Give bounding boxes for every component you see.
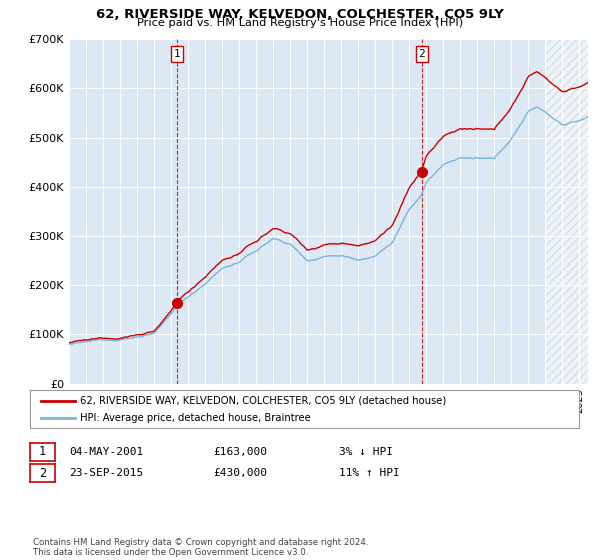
Text: 23-SEP-2015: 23-SEP-2015 [69, 468, 143, 478]
Text: 1: 1 [39, 445, 46, 459]
Text: Price paid vs. HM Land Registry's House Price Index (HPI): Price paid vs. HM Land Registry's House … [137, 18, 463, 28]
Text: 3% ↓ HPI: 3% ↓ HPI [339, 447, 393, 457]
Text: HPI: Average price, detached house, Braintree: HPI: Average price, detached house, Brai… [80, 413, 311, 423]
Text: 62, RIVERSIDE WAY, KELVEDON, COLCHESTER, CO5 9LY (detached house): 62, RIVERSIDE WAY, KELVEDON, COLCHESTER,… [80, 396, 446, 406]
Text: £430,000: £430,000 [213, 468, 267, 478]
Text: £163,000: £163,000 [213, 447, 267, 457]
Text: 2: 2 [39, 466, 46, 480]
Text: 1: 1 [173, 49, 180, 59]
Text: 11% ↑ HPI: 11% ↑ HPI [339, 468, 400, 478]
Text: Contains HM Land Registry data © Crown copyright and database right 2024.
This d: Contains HM Land Registry data © Crown c… [33, 538, 368, 557]
Text: 04-MAY-2001: 04-MAY-2001 [69, 447, 143, 457]
Text: 2: 2 [418, 49, 425, 59]
Text: 62, RIVERSIDE WAY, KELVEDON, COLCHESTER, CO5 9LY: 62, RIVERSIDE WAY, KELVEDON, COLCHESTER,… [96, 8, 504, 21]
